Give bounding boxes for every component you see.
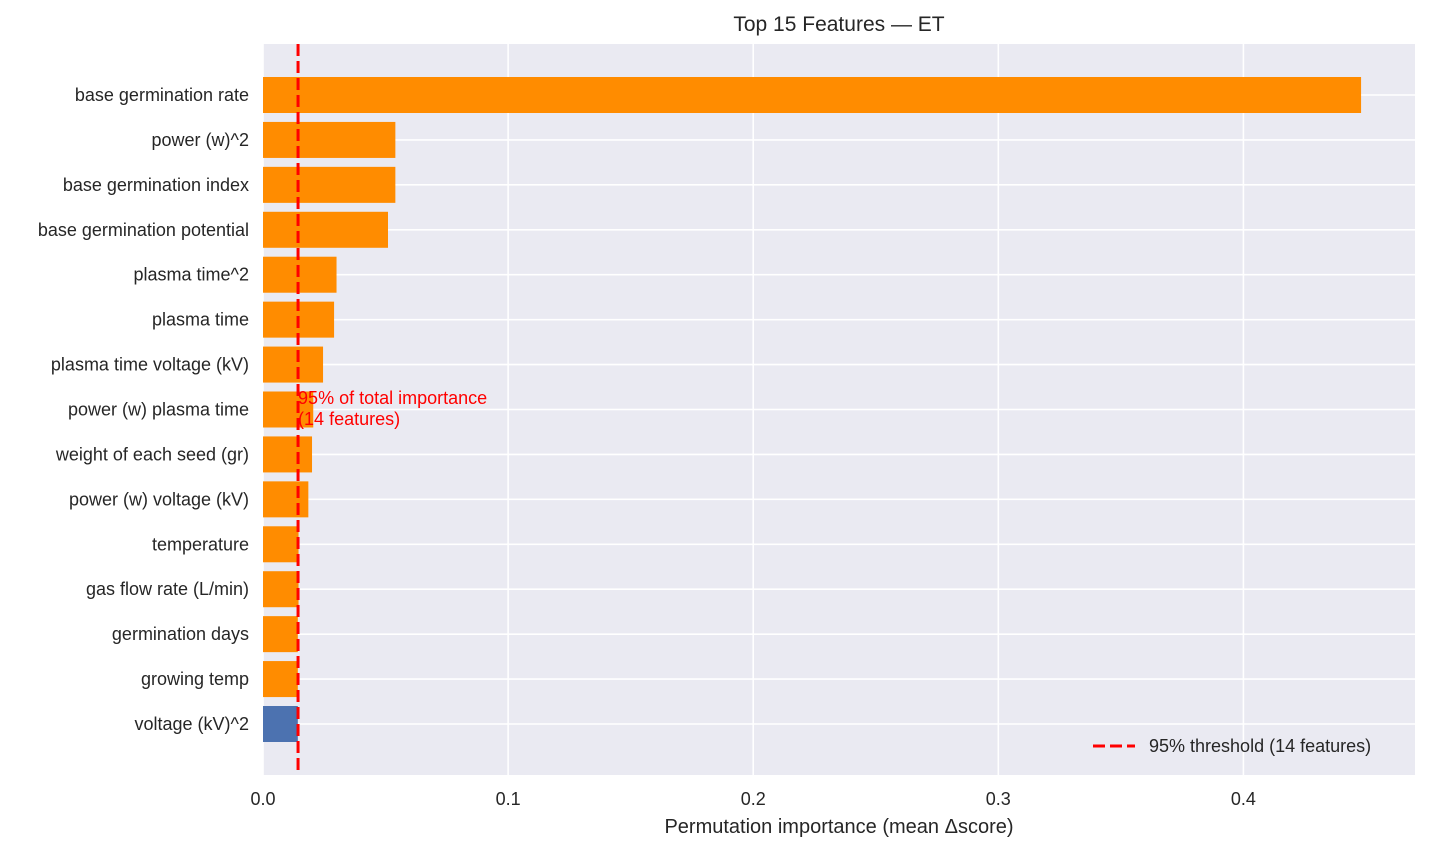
y-tick-labels: base germination rate power (w)^2 base ger…: [38, 85, 249, 734]
bar: [263, 526, 299, 563]
bars: [263, 77, 1362, 742]
bar: [263, 436, 313, 473]
x-tick-label: 0.4: [1231, 789, 1256, 809]
y-tick-label: growing temp: [141, 669, 249, 689]
y-tick-label: voltage (kV)^2: [135, 714, 250, 734]
bar: [263, 77, 1362, 113]
bar: [263, 706, 298, 742]
y-tick-label: power (w) voltage (kV): [69, 489, 249, 509]
y-tick-label: temperature: [152, 534, 249, 554]
y-tick-label: weight of each seed (gr): [55, 444, 249, 464]
y-tick-label: plasma time^2: [134, 265, 250, 285]
y-tick-label: base germination index: [63, 175, 249, 195]
x-tick-labels: 0.0 0.1 0.2 0.3 0.4: [250, 789, 1255, 809]
bar: [263, 211, 389, 248]
legend-label-threshold: 95% threshold (14 features): [1149, 736, 1371, 756]
y-tick-label: power (w)^2: [152, 130, 249, 150]
bar: [263, 661, 298, 698]
bar: [263, 121, 396, 158]
threshold-annotation-line1: 95% of total importance: [298, 388, 487, 408]
bar: [263, 256, 337, 293]
grid-lines: [262, 44, 1415, 775]
y-tick-label: plasma time: [152, 310, 249, 330]
chart-title: Top 15 Features — ET: [733, 13, 944, 36]
x-tick-label: 0.0: [250, 789, 275, 809]
y-tick-label: plasma time voltage (kV): [51, 355, 249, 375]
x-tick-label: 0.1: [496, 789, 521, 809]
y-tick-label: gas flow rate (L/min): [86, 579, 249, 599]
x-tick-label: 0.2: [741, 789, 766, 809]
threshold-annotation-line2: (14 features): [298, 409, 400, 429]
y-tick-label: base germination potential: [38, 220, 249, 240]
bar: [263, 346, 324, 383]
legend: 95% threshold (14 features): [1093, 736, 1371, 756]
bar: [263, 481, 309, 518]
threshold-group: 95% of total importance (14 features): [296, 44, 487, 775]
bar: [263, 616, 298, 653]
bar: [263, 571, 299, 608]
x-tick-label: 0.3: [986, 789, 1011, 809]
x-axis-label: Permutation importance (mean Δscore): [664, 816, 1013, 838]
bar: [263, 391, 314, 428]
y-tick-label: germination days: [112, 624, 249, 644]
y-tick-label: base germination rate: [75, 85, 249, 105]
y-tick-label: power (w) plasma time: [68, 400, 249, 420]
bar: [263, 166, 396, 203]
